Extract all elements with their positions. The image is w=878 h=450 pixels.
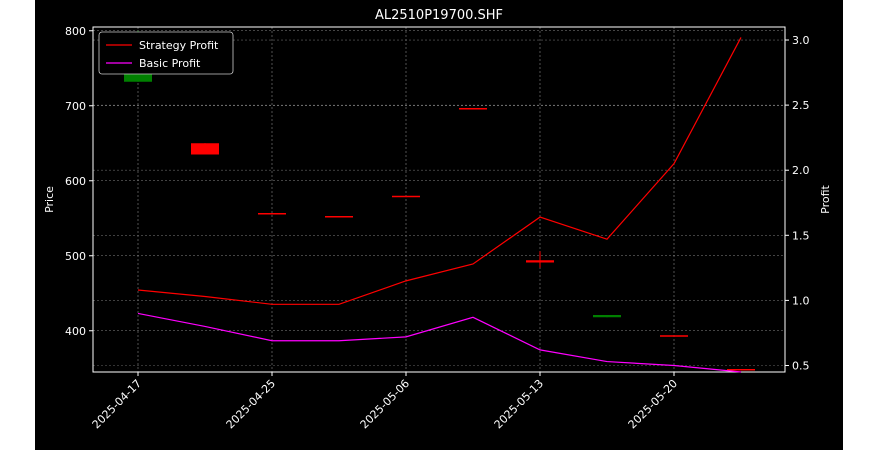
x-tick-label: 2025-05-06 — [358, 377, 412, 431]
chart-title: AL2510P19700.SHF — [375, 8, 503, 23]
candle-body — [258, 213, 286, 215]
x-tick-label: 2025-05-20 — [626, 377, 680, 431]
legend-label: Strategy Profit — [139, 39, 219, 52]
candle-body — [191, 143, 219, 155]
y-left-tick-label: 500 — [65, 250, 86, 263]
y-right-tick-label: 1.5 — [792, 229, 810, 242]
legend-label: Basic Profit — [139, 57, 201, 70]
candle-body — [593, 315, 621, 318]
y-left-axis-label: Price — [43, 186, 56, 213]
candle-body — [325, 216, 353, 218]
y-right-axis-label: Profit — [819, 184, 832, 213]
y-left-tick-label: 700 — [65, 100, 86, 113]
x-tick-label: 2025-04-25 — [224, 377, 278, 431]
y-left-tick-label: 600 — [65, 175, 86, 188]
candle-body — [459, 108, 487, 110]
y-right-tick-label: 2.5 — [792, 99, 810, 112]
y-right-tick-label: 1.0 — [792, 294, 810, 307]
y-left-tick-label: 400 — [65, 325, 86, 338]
legend-box — [98, 31, 234, 75]
x-tick-label: 2025-04-17 — [90, 377, 144, 431]
candle-body — [727, 369, 755, 371]
series-line-basic-profit — [137, 312, 742, 373]
y-right-tick-label: 2.0 — [792, 164, 810, 177]
y-left-tick-label: 800 — [65, 25, 86, 38]
candle-body — [660, 335, 688, 337]
candle-body — [124, 72, 152, 82]
candle-body — [526, 260, 554, 263]
y-right-tick-label: 0.5 — [792, 359, 810, 372]
plot-frame — [92, 26, 786, 373]
chart-svg: AL2510P19700.SHF 400 500 600 700 800 0.5 1.0 1.5… — [43, 8, 832, 431]
series-line-strategy-profit — [137, 37, 742, 305]
candle-body — [392, 195, 420, 198]
y-right-tick-label: 3.0 — [792, 34, 810, 47]
x-tick-label: 2025-05-13 — [492, 377, 546, 431]
figure: AL2510P19700.SHF 400 500 600 700 800 0.5 1.0 1.5… — [35, 0, 843, 450]
